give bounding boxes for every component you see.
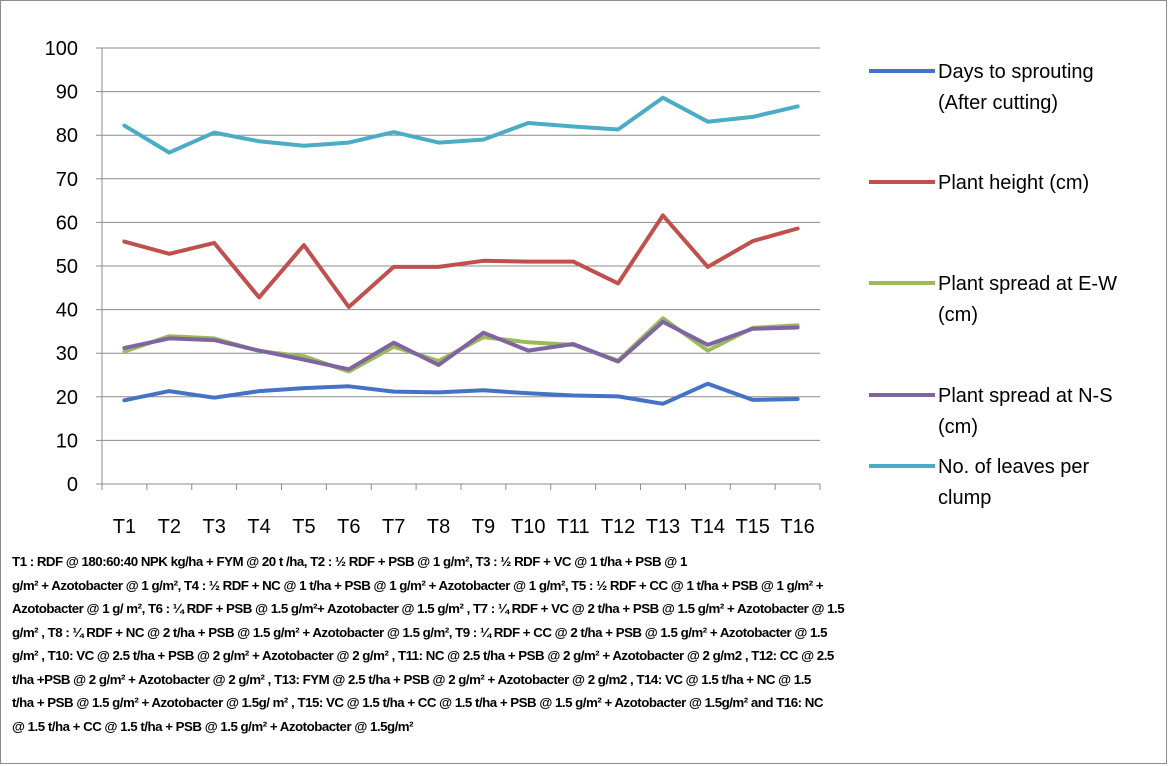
x-tick-labels: T1 T2 T3 T4 T5 T6 T7 T8 T9 T10 T11 T12 T13 T14 T15 T16 (113, 516, 815, 538)
legend-label: Plant spread at N-S (938, 385, 1113, 407)
y-tick-labels: 0 10 20 30 40 50 60 70 80 90 100 (45, 38, 78, 496)
axes (101, 48, 821, 490)
x-tick-label: T10 (511, 516, 545, 538)
x-tick-label: T2 (158, 516, 181, 538)
x-tick-label: T6 (337, 516, 360, 538)
x-tick-label: T1 (113, 516, 136, 538)
footnote-line: @ 1.5 t/ha + CC @ 1.5 t/ha + PSB @ 1.5 g… (12, 718, 414, 734)
x-tick-label: T16 (780, 516, 814, 538)
series-lines (122, 95, 800, 406)
legend-label: (After cutting) (938, 92, 1058, 114)
y-tick-label: 90 (56, 82, 78, 104)
legend-label: Days to sprouting (938, 61, 1094, 83)
series-line-5 (122, 95, 800, 155)
series-line-3 (122, 316, 800, 374)
treatment-footnote: T1 : RDF @ 180:60:40 NPK kg/ha + FYM @ 2… (12, 550, 1162, 738)
x-tick-label: T4 (247, 516, 270, 538)
footnote-line: T1 : RDF @ 180:60:40 NPK kg/ha + FYM @ 2… (12, 554, 687, 569)
y-tick-label: 80 (56, 125, 78, 147)
series-line-2 (122, 213, 800, 309)
series-line-4 (122, 319, 800, 372)
x-tick-label: T15 (735, 516, 769, 538)
y-tick-label: 70 (56, 169, 78, 191)
legend: Days to sprouting (After cutting) Plant he… (869, 61, 1117, 509)
y-tick-label: 30 (56, 343, 78, 365)
x-tick-label: T14 (691, 516, 725, 538)
series-line-1 (122, 381, 800, 406)
x-tick-label: T12 (601, 516, 635, 538)
footnote-line: g/m² + Azotobacter @ 1 g/m², T4 : ½ RDF … (12, 577, 824, 593)
x-tick-label: T9 (472, 516, 495, 538)
x-tick-label: T7 (382, 516, 405, 538)
y-tick-label: 50 (56, 256, 78, 278)
footnote-line: t/ha +PSB @ 2 g/m² + Azotobacter @ 2 g/m… (12, 671, 811, 687)
x-tick-label: T3 (203, 516, 226, 538)
legend-label: clump (938, 487, 991, 509)
x-tick-label: T8 (427, 516, 450, 538)
y-tick-label: 100 (45, 38, 78, 60)
x-tick-label: T5 (292, 516, 315, 538)
y-tick-label: 20 (56, 387, 78, 409)
y-tick-label: 10 (56, 430, 78, 452)
footnote-line: t/ha + PSB @ 1.5 g/m² + Azotobacter @ 1.… (12, 695, 823, 710)
y-tick-label: 0 (67, 474, 78, 496)
y-tick-label: 60 (56, 212, 78, 234)
x-tick-label: T13 (646, 516, 680, 538)
legend-label: Plant spread at E-W (938, 273, 1117, 295)
legend-label: No. of leaves per (938, 456, 1090, 478)
legend-label: (cm) (938, 304, 978, 326)
y-tick-label: 40 (56, 300, 78, 322)
footnote-line: g/m² , T8 : ¼ RDF + NC @ 2 t/ha + PSB @ … (12, 624, 828, 640)
x-tick-label: T11 (557, 516, 590, 538)
footnote-line: Azotobacter @ 1 g/ m², T6 : ¼ RDF + PSB … (12, 601, 845, 616)
legend-label: Plant height (cm) (938, 172, 1089, 194)
legend-label: (cm) (938, 416, 978, 438)
footnote-line: g/m² , T10: VC @ 2.5 t/ha + PSB @ 2 g/m²… (12, 648, 834, 663)
